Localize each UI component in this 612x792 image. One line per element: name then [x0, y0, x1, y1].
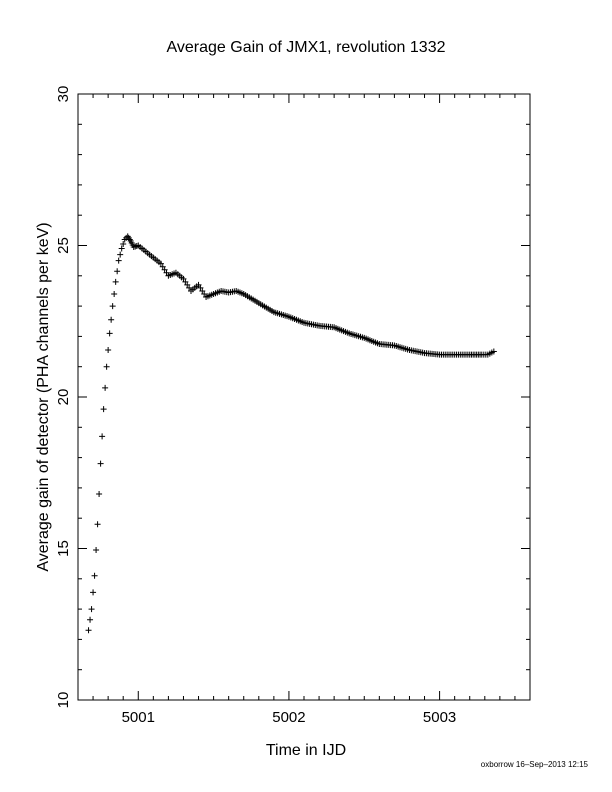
- data-point: [118, 245, 125, 252]
- data-point: [109, 303, 116, 310]
- data-point: [94, 521, 101, 528]
- data-point: [186, 284, 193, 291]
- data-point: [99, 433, 106, 440]
- data-point: [93, 547, 100, 554]
- data-point: [490, 348, 497, 355]
- data-point: [106, 330, 113, 337]
- y-tick-label: 25: [55, 237, 72, 254]
- data-point: [163, 269, 170, 276]
- data-point: [97, 460, 104, 467]
- data-point: [201, 290, 208, 297]
- data-point: [157, 260, 164, 267]
- data-point: [180, 275, 187, 282]
- data-point: [133, 243, 140, 250]
- data-point: [100, 406, 107, 413]
- data-points: [85, 233, 497, 634]
- data-point: [182, 278, 189, 285]
- y-tick-label: 15: [55, 540, 72, 557]
- y-axis-ticks: 10 15 20 25 30: [55, 86, 530, 709]
- data-point: [85, 627, 92, 634]
- y-tick-label: 20: [55, 389, 72, 406]
- data-point: [120, 240, 127, 247]
- y-axis-label: Average gain of detector (PHA channels p…: [35, 222, 52, 571]
- data-point: [90, 589, 97, 596]
- data-point: [115, 257, 122, 264]
- data-point: [103, 363, 110, 370]
- data-point: [112, 278, 119, 285]
- data-point: [87, 616, 94, 623]
- data-point: [195, 281, 202, 288]
- plot-frame: [77, 93, 531, 701]
- x-tick-label: 5002: [272, 709, 305, 726]
- y-tick-label: 10: [55, 692, 72, 709]
- data-point: [88, 606, 95, 613]
- chart-title: Average Gain of JMX1, revolution 1332: [167, 39, 446, 56]
- y-tick-label: 30: [55, 86, 72, 103]
- data-point: [184, 281, 191, 288]
- data-point: [105, 347, 112, 354]
- footer-credit: oxborrow 16–Sep–2013 12:15: [481, 760, 589, 769]
- data-point: [161, 266, 168, 273]
- data-point: [197, 284, 204, 291]
- data-point: [114, 268, 121, 275]
- x-tick-label: 5001: [122, 709, 155, 726]
- data-point: [159, 263, 166, 270]
- x-axis-label: Time in IJD: [266, 742, 346, 759]
- data-point: [117, 251, 124, 258]
- x-tick-label: 5003: [423, 709, 456, 726]
- data-point: [199, 287, 206, 294]
- data-point: [102, 384, 109, 391]
- x-axis-ticks: 5001 5002 5003: [92, 94, 516, 726]
- data-point: [111, 290, 118, 297]
- data-point: [91, 572, 98, 579]
- data-point: [96, 490, 103, 497]
- data-point: [108, 316, 115, 323]
